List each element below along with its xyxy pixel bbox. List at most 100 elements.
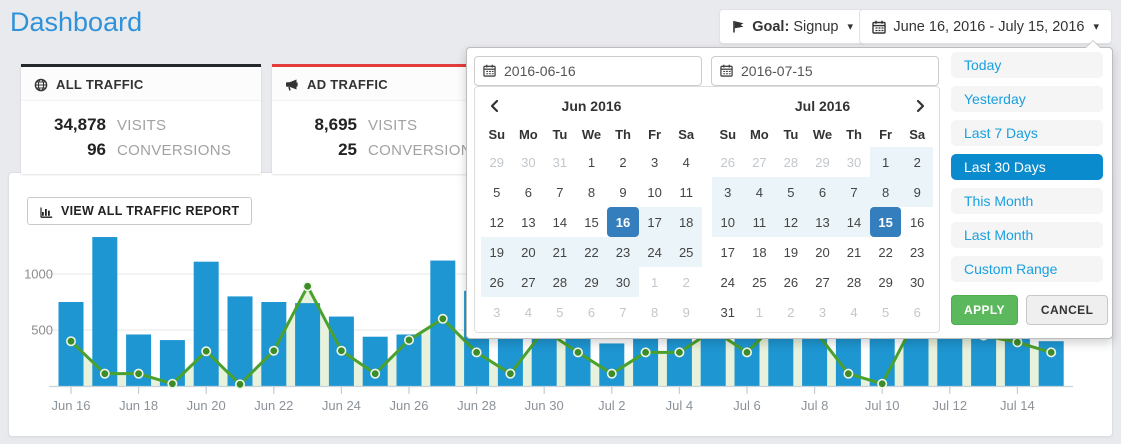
calendar-day[interactable]: 22 [878,244,893,260]
start-date-input[interactable] [474,56,702,86]
calendar-day[interactable]: 5 [493,184,501,200]
calendar-day[interactable]: 30 [521,154,536,170]
calendar-day[interactable]: 8 [869,177,902,207]
calendar-day[interactable]: 30 [846,154,862,170]
calendar-day[interactable]: 3 [818,304,827,320]
calendar-day[interactable]: 31 [720,304,736,320]
calendar-day[interactable]: 12 [775,207,807,237]
calendar-day[interactable]: 17 [638,207,671,237]
calendar-day[interactable]: 29 [489,154,505,170]
calendar-day[interactable]: 28 [783,154,799,170]
calendar-day[interactable]: 22 [575,237,608,267]
calendar-day[interactable]: 19 [783,244,799,260]
prev-month-icon[interactable] [483,91,505,121]
calendar-day[interactable]: 3 [712,177,744,207]
range-item[interactable]: Custom Range [951,256,1103,282]
calendar-day[interactable]: 7 [556,184,564,200]
calendar-day[interactable]: 6 [913,304,921,320]
cancel-button[interactable]: CANCEL [1025,295,1109,325]
calendar-day[interactable]: 23 [607,237,639,267]
calendar-day[interactable]: 19 [481,237,513,267]
calendar-day[interactable]: 24 [638,237,671,267]
calendar-day[interactable]: 9 [619,184,627,200]
calendar-day[interactable]: 17 [720,244,736,260]
calendar-day[interactable]: 10 [712,207,744,237]
calendar-day[interactable]: 6 [524,184,532,200]
calendar-day[interactable]: 5 [881,304,890,320]
calendar-day[interactable]: 30 [909,274,925,290]
calendar-day[interactable]: 5 [556,304,564,320]
view-all-traffic-report-button[interactable]: VIEW ALL TRAFFIC REPORT [27,197,253,225]
calendar-day[interactable]: 9 [682,304,690,320]
calendar-day[interactable]: 4 [682,154,690,170]
calendar-day[interactable]: 4 [850,304,858,320]
range-item[interactable]: Yesterday [951,86,1103,112]
calendar-day[interactable]: 16 [607,207,639,237]
calendar-day[interactable]: 5 [775,177,807,207]
next-month-icon[interactable] [909,91,931,121]
goal-selector-button[interactable]: Goal: Signup ▾ [719,9,866,44]
calendar-day[interactable]: 1 [869,147,902,177]
calendar-day[interactable]: 26 [720,154,736,170]
range-item[interactable]: Today [951,52,1103,78]
end-date-input[interactable] [711,56,939,86]
calendar-day[interactable]: 6 [587,304,596,320]
calendar-day[interactable]: 10 [647,184,662,200]
calendar-day[interactable]: 27 [815,274,830,290]
calendar-day[interactable]: 21 [544,237,576,267]
calendar-day[interactable]: 27 [752,154,767,170]
apply-button[interactable]: APPLY [951,295,1018,325]
range-item[interactable]: Last 30 Days [951,154,1103,180]
calendar-day[interactable]: 11 [743,207,776,237]
calendar-day[interactable]: 31 [552,154,568,170]
calendar-day[interactable]: 4 [743,177,776,207]
calendar-day[interactable]: 29 [878,274,893,290]
calendar-day[interactable]: 3 [493,304,501,320]
range-item[interactable]: Last Month [951,222,1103,248]
calendar-day[interactable]: 13 [521,214,536,230]
calendar-day[interactable]: 28 [544,267,576,297]
calendar-day[interactable]: 4 [524,304,532,320]
calendar-day[interactable]: 20 [815,244,830,260]
calendar-day[interactable]: 1 [650,274,659,290]
calendar-day[interactable]: 7 [619,304,627,320]
calendar-day[interactable]: 14 [552,214,568,230]
calendar-day[interactable]: 25 [752,274,767,290]
calendar-day[interactable]: 26 [481,267,513,297]
calendar-day[interactable]: 27 [512,267,545,297]
calendar-day[interactable]: 25 [670,237,702,267]
calendar-day[interactable]: 2 [901,147,933,177]
calendar-day[interactable]: 14 [838,207,870,237]
calendar-day[interactable]: 2 [682,274,690,290]
calendar-day[interactable]: 16 [909,214,925,230]
calendar-day[interactable]: 8 [650,304,659,320]
calendar-day[interactable]: 6 [806,177,839,207]
calendar-day[interactable]: 26 [783,274,799,290]
calendar-day[interactable]: 24 [720,274,736,290]
calendar-day[interactable]: 12 [489,214,505,230]
calendar-day[interactable]: 9 [901,177,933,207]
range-item[interactable]: This Month [951,188,1103,214]
calendar-day[interactable]: 18 [752,244,767,260]
calendar-day[interactable]: 21 [846,244,862,260]
calendar-day[interactable]: 8 [587,184,596,200]
calendar-day[interactable]: 3 [650,154,659,170]
calendar-day[interactable]: 28 [846,274,862,290]
calendar-day[interactable]: 7 [838,177,870,207]
calendar-day[interactable]: 15 [869,207,902,237]
calendar-day[interactable]: 2 [787,304,795,320]
calendar-day[interactable]: 13 [806,207,839,237]
calendar-day[interactable]: 29 [815,154,830,170]
calendar-day[interactable]: 1 [587,154,596,170]
calendar-day[interactable]: 11 [679,184,693,200]
calendar-day[interactable]: 20 [512,237,545,267]
calendar-day[interactable]: 18 [670,207,702,237]
calendar-day[interactable]: 30 [607,267,639,297]
calendar-day[interactable]: 29 [575,267,608,297]
calendar-day[interactable]: 15 [584,214,599,230]
date-range-button[interactable]: June 16, 2016 - July 15, 2016 ▾ [859,9,1112,44]
calendar-day[interactable]: 1 [755,304,763,320]
range-item[interactable]: Last 7 Days [951,120,1103,146]
calendar-day[interactable]: 2 [619,154,627,170]
calendar-day[interactable]: 23 [909,244,925,260]
